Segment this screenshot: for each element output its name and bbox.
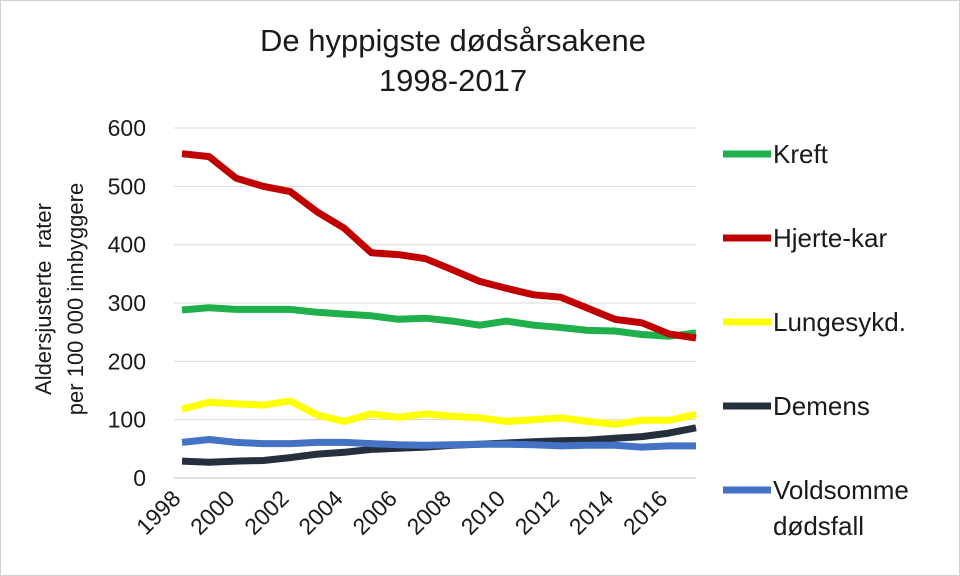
series-line-hjerte-kar bbox=[181, 150, 697, 342]
y-tick-label: 500 bbox=[108, 173, 146, 199]
x-axis-ticks: 1998 2000 2002 2004 2006 2008 2010 2012 2014 2016 bbox=[131, 485, 673, 540]
legend-label: dødsfall bbox=[773, 511, 864, 541]
chart-title-line-2: 1998-2017 bbox=[379, 63, 527, 98]
legend-label: Lungesykd. bbox=[773, 307, 906, 337]
x-tick-label: 2012 bbox=[510, 485, 565, 540]
x-tick-label: 2008 bbox=[401, 485, 456, 540]
x-tick-label: 2016 bbox=[618, 485, 673, 540]
y-tick-label: 600 bbox=[108, 115, 146, 141]
series-line-kreft bbox=[181, 304, 697, 340]
y-tick-label: 400 bbox=[108, 232, 146, 258]
y-tick-label: 200 bbox=[108, 348, 146, 374]
y-axis-label-line-1: Aldersjusterte rater bbox=[31, 203, 56, 395]
y-tick-label: 100 bbox=[108, 407, 146, 433]
legend-label: Kreft bbox=[773, 139, 829, 169]
legend-label: Voldsomme bbox=[773, 475, 909, 505]
x-tick-label: 2002 bbox=[239, 485, 294, 540]
y-axis-label: Aldersjusterte rater per 100 000 innbygg… bbox=[31, 183, 88, 415]
series-lines bbox=[181, 150, 697, 466]
legend: Kreft Hjerte-kar Lungesykd. Demens Voldsomme… bbox=[723, 139, 909, 541]
x-tick-label: 2004 bbox=[293, 485, 348, 540]
x-tick-label: 2000 bbox=[185, 485, 240, 540]
x-tick-label: 2014 bbox=[564, 485, 619, 540]
x-tick-label: 2010 bbox=[456, 485, 511, 540]
y-tick-label: 300 bbox=[108, 290, 146, 316]
legend-label: Demens bbox=[773, 391, 870, 421]
series-line-voldsomme-dødsfall bbox=[181, 436, 696, 451]
x-tick-label: 1998 bbox=[131, 485, 186, 540]
x-tick-label: 2006 bbox=[347, 485, 402, 540]
y-axis-label-line-2: per 100 000 innbyggere bbox=[63, 183, 88, 415]
series-line-lungesykd- bbox=[181, 397, 697, 428]
y-axis-ticks: 0 100 200 300 400 500 600 bbox=[108, 115, 146, 491]
legend-label: Hjerte-kar bbox=[773, 223, 887, 253]
chart-title-line-1: De hyppigste dødsårsakene bbox=[260, 23, 646, 58]
y-tick-label: 0 bbox=[133, 465, 146, 491]
